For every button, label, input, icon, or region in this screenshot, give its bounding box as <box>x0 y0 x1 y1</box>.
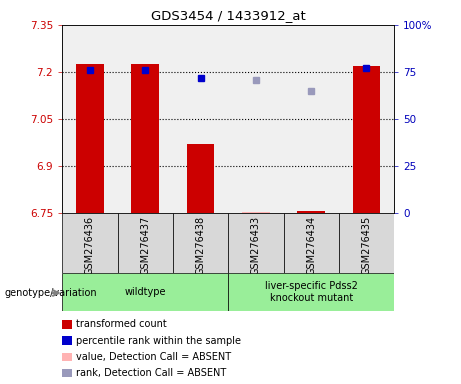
Text: GSM276436: GSM276436 <box>85 216 95 275</box>
Bar <box>118 213 173 273</box>
Text: GSM276438: GSM276438 <box>195 216 206 275</box>
Bar <box>173 213 228 273</box>
Bar <box>242 212 270 213</box>
Bar <box>187 144 214 213</box>
Title: GDS3454 / 1433912_at: GDS3454 / 1433912_at <box>151 9 306 22</box>
Bar <box>76 64 104 213</box>
Text: percentile rank within the sample: percentile rank within the sample <box>76 336 241 346</box>
Bar <box>62 213 118 273</box>
Text: genotype/variation: genotype/variation <box>5 288 97 298</box>
Bar <box>353 66 380 213</box>
Text: GSM276434: GSM276434 <box>306 216 316 275</box>
Bar <box>284 213 339 273</box>
Bar <box>131 64 159 213</box>
Text: value, Detection Call = ABSENT: value, Detection Call = ABSENT <box>76 352 231 362</box>
Text: GSM276433: GSM276433 <box>251 216 261 275</box>
Bar <box>62 273 228 311</box>
Bar <box>297 211 325 213</box>
Text: GSM276435: GSM276435 <box>361 216 372 275</box>
Text: wildtype: wildtype <box>124 287 166 297</box>
Text: liver-specific Pdss2
knockout mutant: liver-specific Pdss2 knockout mutant <box>265 281 358 303</box>
Bar <box>228 273 394 311</box>
Bar <box>228 213 284 273</box>
Text: rank, Detection Call = ABSENT: rank, Detection Call = ABSENT <box>76 368 226 378</box>
Text: GSM276437: GSM276437 <box>140 216 150 275</box>
Text: transformed count: transformed count <box>76 319 167 329</box>
Bar <box>339 213 394 273</box>
